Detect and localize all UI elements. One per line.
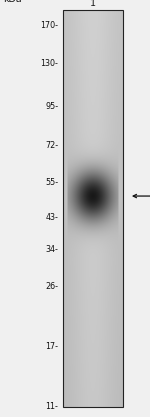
Bar — [63, 10, 123, 407]
Text: 130-: 130- — [41, 59, 58, 68]
Text: 72-: 72- — [45, 141, 58, 150]
Text: 17-: 17- — [45, 342, 58, 351]
Text: 95-: 95- — [45, 102, 58, 111]
Text: 26-: 26- — [45, 282, 58, 291]
Text: 43-: 43- — [46, 213, 59, 221]
Text: 1: 1 — [90, 0, 96, 8]
Text: kDa: kDa — [3, 0, 22, 4]
Text: 11-: 11- — [46, 402, 59, 411]
Text: 170-: 170- — [40, 21, 58, 30]
Text: 34-: 34- — [46, 245, 59, 254]
Text: 55-: 55- — [45, 178, 58, 187]
